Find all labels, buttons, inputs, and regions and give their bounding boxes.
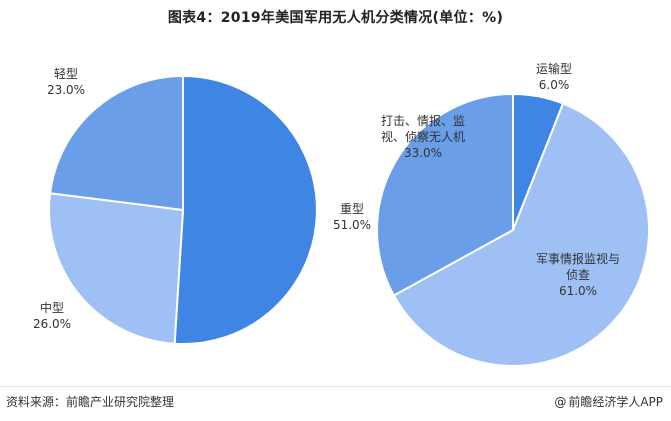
pie-slice <box>392 102 650 367</box>
figure: 前瞻产业研究院前瞻产业研究院 重型51.0%中型26.0%轻型23.0%运输型6… <box>33 61 650 367</box>
slice-label: 中型 <box>40 300 64 315</box>
brand-credit: @ 前瞻经济学人APP <box>554 393 663 410</box>
slice-label: 重型 <box>340 202 364 216</box>
chart-title: 图表4：2019年美国军用无人机分类情况(单位：%) <box>167 10 504 26</box>
slice-value-label: 6.0% <box>539 78 570 92</box>
slice-label: 打击、情报、监 <box>381 113 465 128</box>
slice-value-label: 23.0% <box>47 83 85 97</box>
pie-slice <box>48 192 185 345</box>
pie-chart-size <box>48 74 318 345</box>
brand-name: 前瞻经济学人APP <box>568 395 663 409</box>
slice-label: 轻型 <box>54 67 78 81</box>
source-note: 资料来源：前瞻产业研究院整理 <box>6 395 175 409</box>
footer-divider <box>0 386 671 387</box>
slice-value-label: 61.0% <box>559 284 597 298</box>
pie-slice <box>173 74 318 345</box>
pie-slice <box>376 92 514 297</box>
slice-value-label: 26.0% <box>33 317 71 331</box>
slice-label: 运输型 <box>536 61 572 76</box>
slice-value-label: 51.0% <box>333 218 371 232</box>
at-sign-icon: @ <box>554 394 567 409</box>
slice-label: 视、侦察无人机 <box>381 129 465 144</box>
pie-chart-mission <box>376 92 650 367</box>
slice-value-label: 33.0% <box>404 146 442 160</box>
pie-slice <box>48 74 184 212</box>
slice-label: 侦查 <box>566 268 590 282</box>
slice-label: 军事情报监视与 <box>536 251 620 266</box>
